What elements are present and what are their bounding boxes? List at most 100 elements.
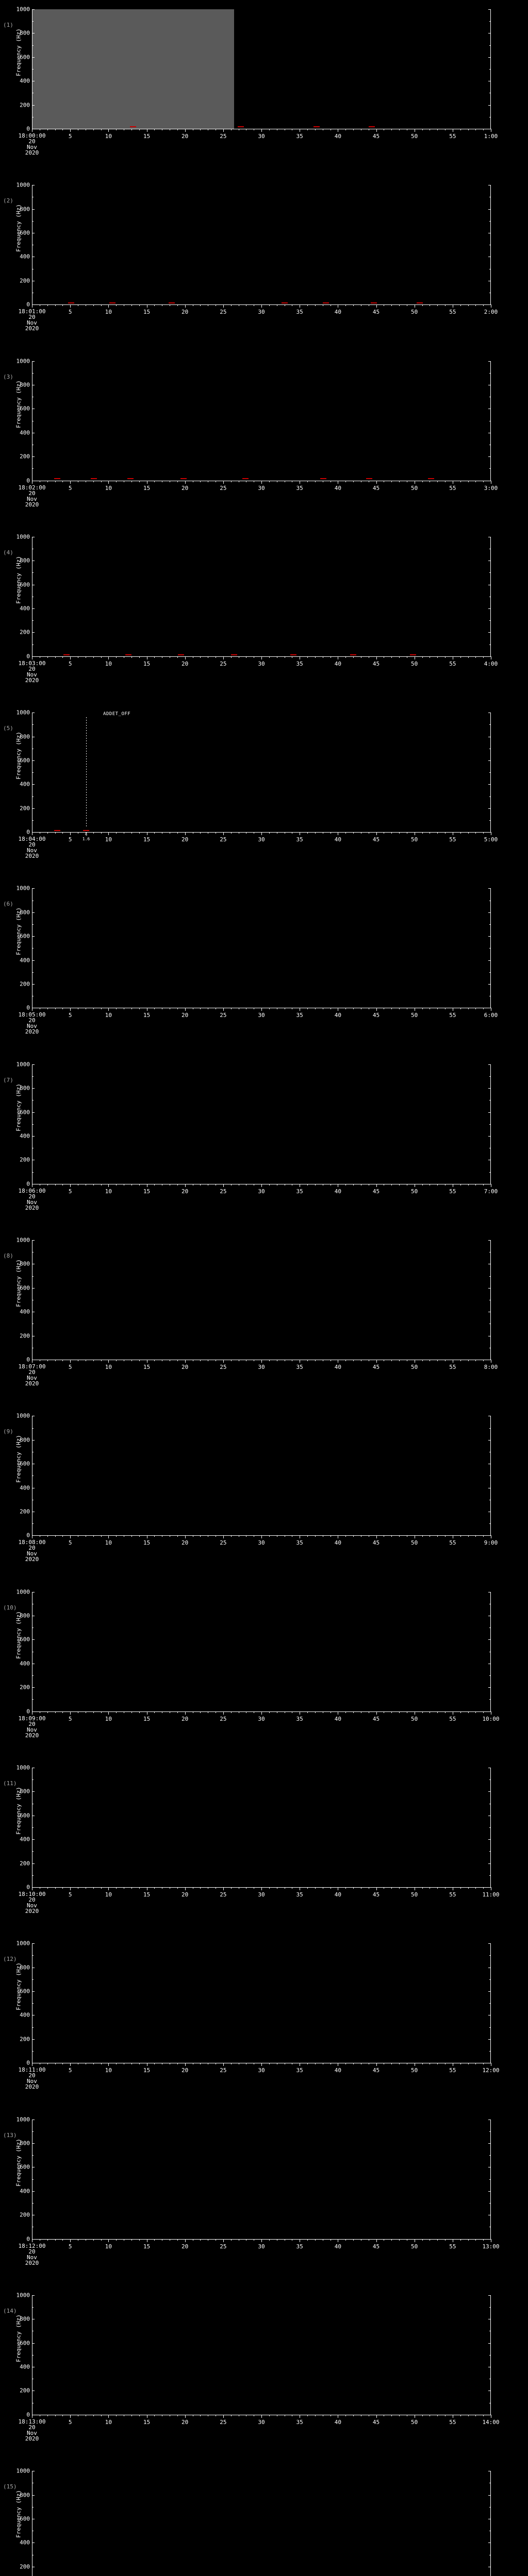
x-tick-label: 5: [68, 2067, 72, 2074]
y-tick-label: 0: [26, 1004, 30, 1011]
x-tick-minor: [353, 2239, 354, 2241]
chart-panel: (9) Frequency (Hz) 0 200 400 600 800 1000 18:08:…: [0, 1406, 528, 1583]
y-tick-minor-right: [489, 1076, 491, 1077]
x-tick-minor: [468, 480, 469, 482]
y-tick-minor-right: [489, 1124, 491, 1125]
x-tick-label: 15: [143, 1539, 151, 1547]
x-tick-mark: [108, 656, 109, 659]
x-tick-minor: [47, 2063, 48, 2065]
x-tick-minor: [154, 1535, 155, 1537]
x-tick-label: 5: [68, 1364, 72, 1371]
x-tick-label: 30: [258, 1539, 265, 1547]
y-tick-label: 600: [20, 405, 30, 412]
x-tick-minor: [460, 1535, 461, 1537]
y-tick-label: 400: [20, 77, 30, 84]
y-tick-group: 0 200 400 600 800 1000: [0, 0, 30, 176]
annotation-label: ADDET_OFF: [103, 711, 131, 717]
x-tick-mark: [70, 2414, 71, 2418]
y-tick-label: 600: [20, 1109, 30, 1116]
x-tick-minor: [307, 2239, 308, 2241]
x-tick-label: 10: [105, 660, 112, 667]
x-tick-label: 50: [411, 2418, 418, 2426]
axis-frame-right: [490, 2471, 491, 2576]
x-tick-minor: [139, 480, 140, 482]
x-tick-minor: [391, 1008, 392, 1010]
x-tick-minor: [55, 1535, 56, 1537]
x-tick-minor: [307, 1360, 308, 1362]
x-tick-minor: [445, 1360, 446, 1362]
x-tick-minor: [399, 480, 400, 482]
x-tick-label: 30: [258, 133, 265, 140]
y-tick-label: 400: [20, 1660, 30, 1667]
x-tick-label: 55: [449, 2067, 456, 2074]
y-tick-mark-right: [488, 2143, 491, 2144]
x-tick-minor: [475, 2414, 476, 2416]
y-tick-label: 400: [20, 1836, 30, 1843]
x-tick-minor: [269, 1008, 270, 1010]
x-tick-minor: [399, 1008, 400, 1010]
y-tick-minor: [32, 69, 34, 70]
x-tick-mark: [185, 1360, 186, 1363]
y-tick-label: 200: [20, 1684, 30, 1691]
y-tick-label: 0: [26, 828, 30, 836]
x-tick-minor: [399, 2414, 400, 2416]
y-tick-group: 0 200 400 600 800 1000: [0, 703, 30, 879]
y-tick-label: 0: [26, 2059, 30, 2066]
x-tick-minor: [230, 656, 232, 658]
chart-panel: (14) Frequency (Hz) 0 200 400 600 800 1000 18:13…: [0, 2285, 528, 2462]
x-tick-label: 10: [105, 836, 112, 843]
x-tick-minor: [315, 304, 316, 307]
x-tick-minor: [437, 832, 438, 834]
x-tick-label: 15: [143, 1188, 151, 1195]
x-tick-minor: [62, 1008, 63, 1010]
x-tick-label: 15: [143, 836, 151, 843]
y-tick-mark-right: [488, 2495, 491, 2496]
x-tick-minor: [460, 1711, 461, 1713]
x-tick-mark: [376, 480, 377, 484]
x-tick-label-end: 7:00: [484, 1188, 498, 1195]
x-tick-minor: [177, 2414, 178, 2416]
data-marker: [417, 302, 423, 304]
x-tick-minor: [437, 304, 438, 307]
x-tick-minor: [483, 2239, 484, 2241]
x-tick-label: 30: [258, 1891, 265, 1898]
x-tick-label-origin: 18:10:00 20 Nov 2020: [18, 1890, 46, 1914]
x-tick-mark: [70, 832, 71, 836]
x-tick-label: 15: [143, 2243, 151, 2250]
x-tick-minor: [460, 2414, 461, 2416]
y-tick-minor: [32, 1523, 34, 1524]
x-tick-minor: [139, 832, 140, 834]
y-tick-label: 0: [26, 477, 30, 484]
x-tick-mark: [376, 304, 377, 308]
x-tick-mark: [261, 480, 262, 484]
x-tick-label: 40: [334, 1891, 341, 1898]
x-tick-label: 15: [143, 133, 151, 140]
x-tick-mark: [223, 480, 224, 484]
x-tick-mark: [185, 832, 186, 836]
x-tick-mark: [376, 1535, 377, 1539]
x-tick-minor: [116, 2414, 117, 2416]
x-tick-minor: [475, 2239, 476, 2241]
panel-index-label: (1): [3, 22, 13, 28]
x-tick-mark: [108, 2239, 109, 2242]
x-tick-minor: [315, 1360, 316, 1362]
y-tick-label: 400: [20, 429, 30, 436]
x-tick-label: 20: [182, 484, 189, 492]
y-tick-minor-right: [489, 2307, 491, 2308]
y-tick-mark: [32, 936, 35, 937]
y-tick-mark: [32, 1064, 35, 1065]
x-tick-minor: [131, 1183, 132, 1185]
x-tick-minor: [445, 1887, 446, 1889]
x-tick-minor: [269, 480, 270, 482]
y-tick-minor-right: [489, 772, 491, 773]
x-tick-minor: [101, 1887, 102, 1889]
x-tick-label: 45: [372, 1188, 380, 1195]
x-tick-mark: [223, 2414, 224, 2418]
y-tick-minor-right: [489, 924, 491, 925]
y-tick-minor: [32, 772, 34, 773]
x-tick-minor: [101, 1008, 102, 1010]
x-tick-minor: [445, 2414, 446, 2416]
x-tick-minor: [62, 480, 63, 482]
y-tick-mark-right: [488, 57, 491, 58]
y-tick-label: 1000: [16, 533, 30, 540]
